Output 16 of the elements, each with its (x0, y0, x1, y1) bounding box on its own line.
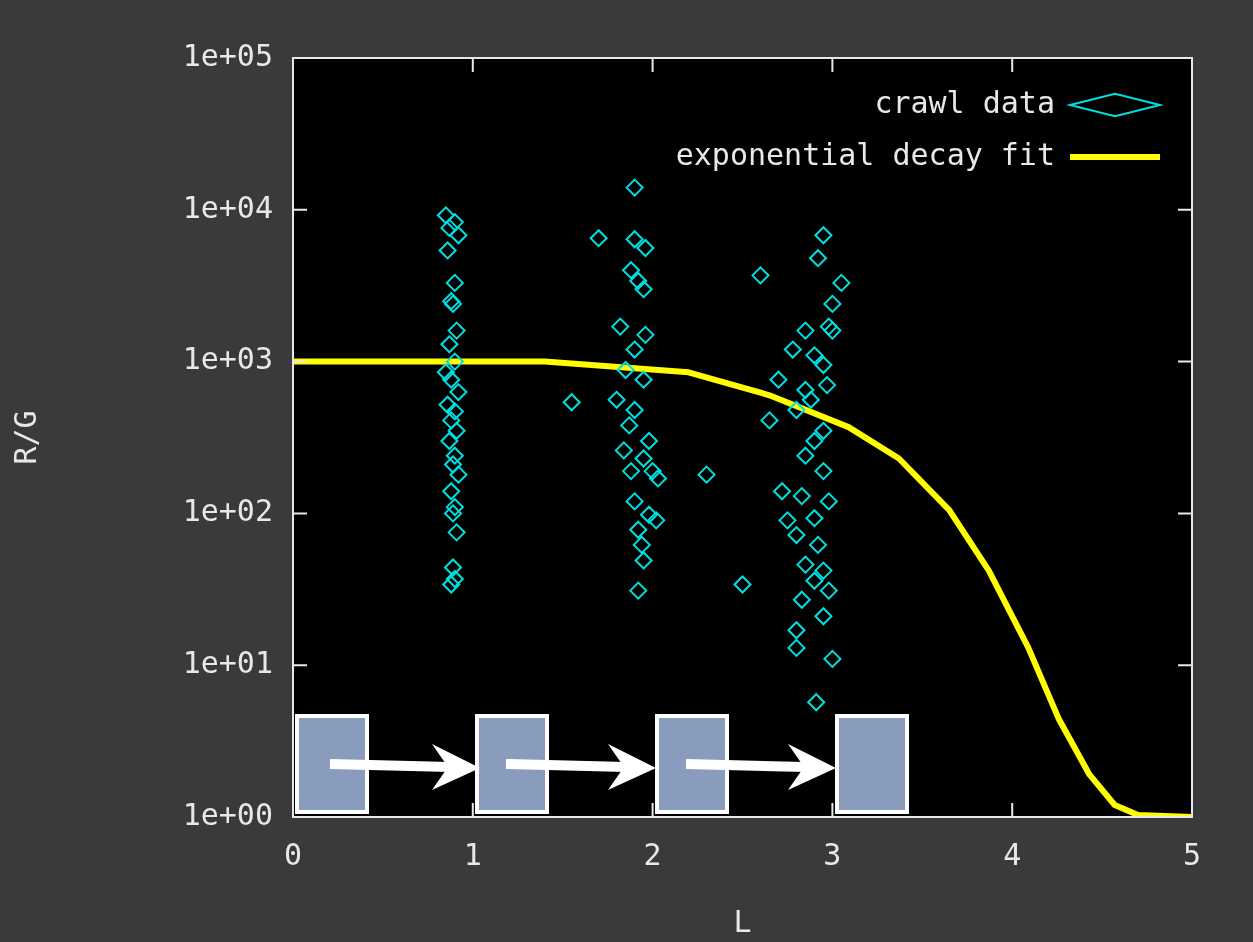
x-tick-label: 5 (1182, 836, 1202, 872)
y-axis-title: R/G (7, 410, 43, 465)
x-tick-label: 2 (643, 836, 662, 872)
x-tick-label: 0 (283, 836, 303, 872)
y-tick-label: 1e+01 (182, 645, 273, 680)
y-tick-label: 1e+05 (182, 37, 273, 73)
legend-label: crawl data (874, 84, 1055, 120)
y-tick-label: 1e+00 (182, 796, 273, 832)
x-tick-label: 3 (823, 836, 842, 872)
legend-label: exponential decay fit (675, 136, 1055, 172)
x-tick-label: 4 (1003, 836, 1022, 872)
x-axis-title: L (733, 903, 752, 939)
y-tick-label: 1e+04 (182, 189, 273, 225)
x-tick-label: 1 (463, 836, 482, 872)
y-tick-label: 1e+02 (182, 493, 273, 529)
y-tick-label: 1e+03 (182, 341, 273, 377)
